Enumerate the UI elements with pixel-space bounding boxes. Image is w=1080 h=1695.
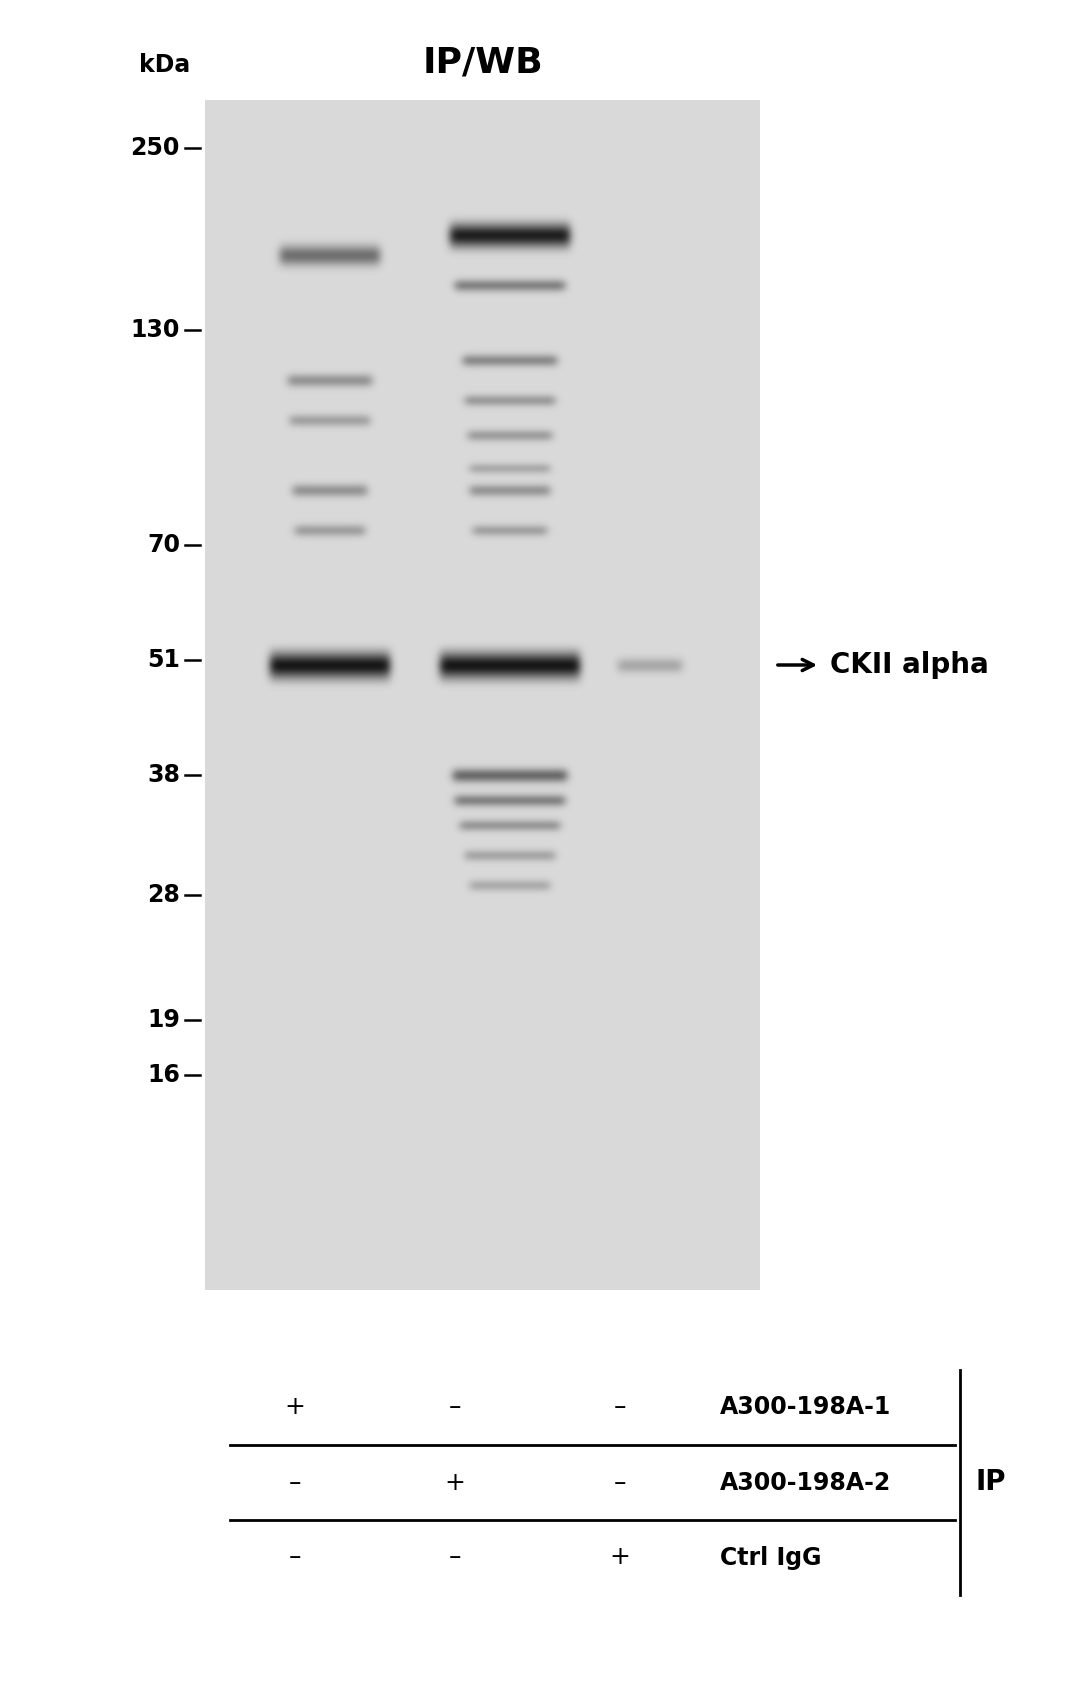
- Text: 38: 38: [147, 763, 180, 786]
- Text: +: +: [609, 1546, 631, 1570]
- Text: –: –: [288, 1471, 301, 1495]
- Text: 28: 28: [147, 883, 180, 907]
- Text: 51: 51: [147, 647, 180, 671]
- Text: 130: 130: [131, 319, 180, 342]
- Text: +: +: [284, 1395, 306, 1419]
- Text: IP/WB: IP/WB: [422, 46, 543, 80]
- Text: A300-198A-1: A300-198A-1: [720, 1395, 891, 1419]
- Text: CKII alpha: CKII alpha: [831, 651, 989, 680]
- Text: –: –: [449, 1395, 461, 1419]
- Text: A300-198A-2: A300-198A-2: [720, 1471, 891, 1495]
- Bar: [205, 100, 760, 1290]
- Text: 70: 70: [147, 532, 180, 558]
- Text: 16: 16: [147, 1063, 180, 1086]
- Text: –: –: [613, 1395, 626, 1419]
- Text: –: –: [449, 1546, 461, 1570]
- Text: +: +: [445, 1471, 465, 1495]
- Text: IP: IP: [975, 1468, 1005, 1497]
- Text: kDa: kDa: [138, 53, 190, 76]
- Text: –: –: [613, 1471, 626, 1495]
- Text: Ctrl IgG: Ctrl IgG: [720, 1546, 822, 1570]
- Text: –: –: [288, 1546, 301, 1570]
- Text: 19: 19: [147, 1009, 180, 1032]
- Text: 250: 250: [131, 136, 180, 159]
